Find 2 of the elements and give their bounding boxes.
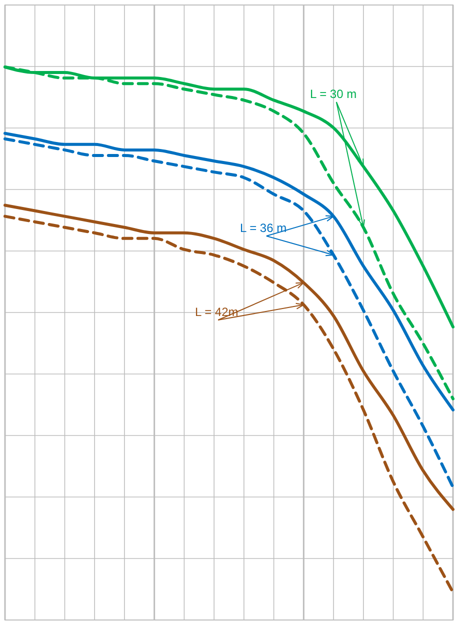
series-label: L = 30 m [310,87,357,101]
text: L = 42m [195,305,238,319]
